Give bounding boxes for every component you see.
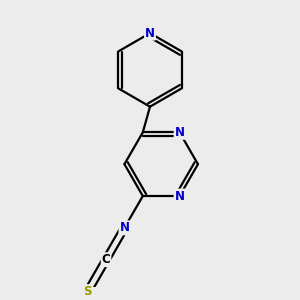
Text: N: N <box>145 27 155 40</box>
Text: S: S <box>83 285 92 298</box>
Text: N: N <box>175 190 184 202</box>
Text: N: N <box>175 126 184 139</box>
Text: N: N <box>119 221 129 234</box>
Text: C: C <box>102 253 110 266</box>
